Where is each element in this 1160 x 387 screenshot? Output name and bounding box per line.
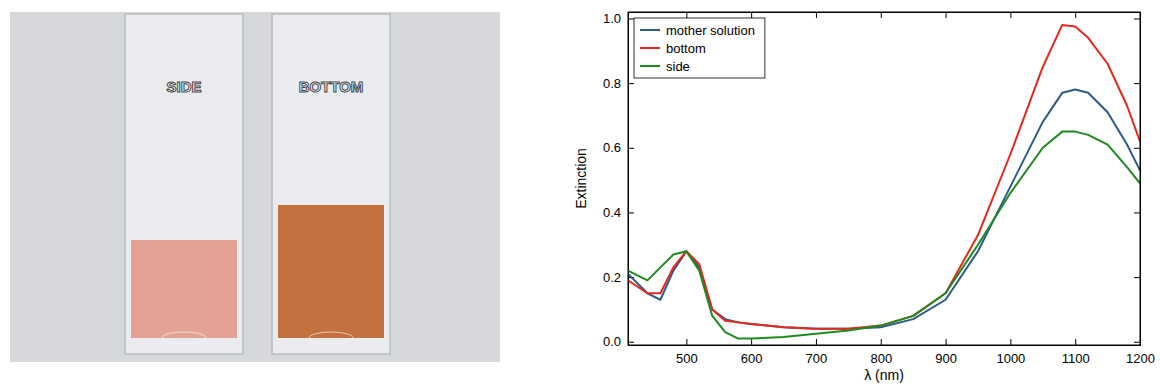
tick (881, 12, 882, 18)
x-axis-title: λ (nm) (864, 367, 904, 383)
tick-mark (1134, 212, 1140, 213)
legend-swatch (640, 65, 660, 67)
tick: 700 (806, 339, 828, 366)
tick-mark (946, 339, 947, 345)
cuvette-base (309, 332, 353, 344)
tick (1134, 83, 1140, 84)
tick: 0.6 (603, 140, 634, 155)
tick: 0.4 (603, 205, 634, 220)
legend-label: mother solution (666, 23, 755, 38)
photo-panel: SIDE BOTTOM (10, 12, 500, 362)
tick-label: 600 (741, 351, 763, 366)
tick-mark (628, 212, 634, 213)
legend-label: side (666, 59, 690, 74)
tick-label: 0.6 (603, 140, 621, 155)
tick-label: 1.0 (603, 11, 621, 26)
legend: mother solution bottom side (634, 18, 765, 78)
legend-swatch (640, 29, 660, 31)
x-axis: 500 600 700 800 900 1000 1100 1200 (629, 339, 1155, 366)
tick-mark (881, 12, 882, 18)
cuvette-base (162, 332, 206, 344)
cuvette: SIDE (125, 14, 243, 354)
tick (1134, 212, 1140, 213)
tick-label: 500 (676, 351, 698, 366)
tick (816, 12, 817, 18)
x-axis-top (629, 12, 1141, 18)
tick (751, 12, 752, 18)
tick-label: 1200 (1126, 351, 1155, 366)
tick-label: 900 (935, 351, 957, 366)
tick-mark (946, 12, 947, 18)
tick: 1100 (1062, 339, 1090, 366)
cuvette-label: BOTTOM (299, 78, 364, 95)
tick-mark (1075, 12, 1076, 18)
tick (686, 12, 687, 18)
series-line (628, 132, 1140, 339)
tick-mark (881, 339, 882, 345)
tick-label: 0.4 (603, 205, 621, 220)
tick (1010, 12, 1011, 18)
legend-swatch (640, 47, 660, 49)
tick: 900 (935, 339, 957, 366)
tick-mark (686, 339, 687, 345)
tick-mark (751, 339, 752, 345)
tick: 1000 (996, 339, 1025, 366)
tick-mark (628, 342, 634, 343)
cuvette-liquid (131, 240, 237, 338)
tick (946, 12, 947, 18)
tick: 1.0 (603, 11, 634, 26)
tick-mark (1134, 18, 1140, 19)
tick: 600 (741, 339, 763, 366)
tick-label: 700 (806, 351, 828, 366)
cuvette: BOTTOM (272, 14, 390, 354)
plot-frame (628, 12, 1140, 345)
y-axis-title: Extinction (573, 148, 589, 209)
tick-mark (628, 148, 634, 149)
tick-mark (1010, 339, 1011, 345)
tick-mark (628, 83, 634, 84)
tick: 0.0 (603, 334, 634, 349)
tick-mark (751, 12, 752, 18)
tick (1134, 342, 1140, 343)
tick (1075, 12, 1076, 18)
tick-label: 800 (870, 351, 892, 366)
cuvette-liquid (278, 205, 384, 338)
cuvette-glass (272, 14, 390, 354)
tick-mark (1134, 277, 1140, 278)
tick-label: 0.8 (603, 76, 621, 91)
tick-label: 0.0 (603, 334, 621, 349)
legend-box (634, 18, 765, 78)
tick: 500 (676, 339, 698, 366)
tick-mark (1010, 12, 1011, 18)
tick-mark (1134, 148, 1140, 149)
cuvette-label: SIDE (166, 78, 201, 95)
tick-mark (628, 18, 634, 19)
y-axis: 0.0 0.2 0.4 0.6 0.8 1.0 (603, 11, 634, 349)
tick-mark (816, 339, 817, 345)
cuvette-glass (125, 14, 243, 354)
tick-mark (1134, 342, 1140, 343)
tick-mark (686, 12, 687, 18)
tick-label: 1000 (996, 351, 1025, 366)
tick-label: 1100 (1062, 351, 1090, 366)
tick: 800 (870, 339, 892, 366)
tick (1134, 148, 1140, 149)
tick-label: 0.2 (603, 270, 621, 285)
photo-background (10, 12, 500, 362)
tick: 0.8 (603, 76, 634, 91)
tick (1134, 277, 1140, 278)
tick-mark (1075, 339, 1076, 345)
legend-label: bottom (666, 41, 706, 56)
canvas: SIDE BOTTOM 500 600 700 800 900 1000 1100 1200 0.0… (0, 0, 1160, 387)
tick-mark (1134, 83, 1140, 84)
tick (1134, 18, 1140, 19)
tick-mark (816, 12, 817, 18)
